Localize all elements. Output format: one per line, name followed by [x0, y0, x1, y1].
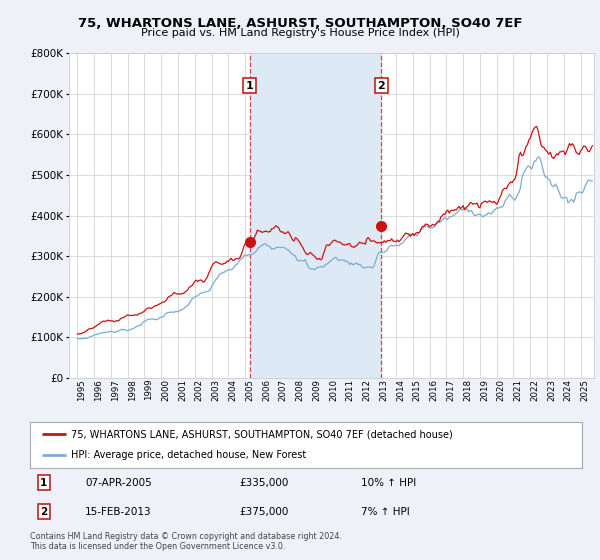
- Text: 1: 1: [40, 478, 47, 488]
- Text: 2022: 2022: [530, 379, 539, 401]
- Text: 2003: 2003: [212, 379, 221, 401]
- Text: £375,000: £375,000: [240, 507, 289, 517]
- Bar: [250, 53, 382, 378]
- Text: 1998: 1998: [128, 379, 137, 400]
- Text: 2008: 2008: [295, 379, 304, 401]
- Text: Price paid vs. HM Land Registry's House Price Index (HPI): Price paid vs. HM Land Registry's House …: [140, 28, 460, 38]
- Text: 2007: 2007: [278, 379, 287, 401]
- Text: 1995: 1995: [77, 379, 86, 400]
- Text: HPI: Average price, detached house, New Forest: HPI: Average price, detached house, New …: [71, 450, 307, 460]
- Text: 2011: 2011: [346, 379, 355, 401]
- Text: 2017: 2017: [446, 379, 455, 401]
- Text: 2025: 2025: [581, 379, 590, 401]
- Text: 2002: 2002: [195, 379, 204, 401]
- Text: 2015: 2015: [413, 379, 422, 401]
- Text: 10% ↑ HPI: 10% ↑ HPI: [361, 478, 416, 488]
- Text: 1: 1: [246, 81, 254, 91]
- Text: 2: 2: [377, 81, 385, 91]
- Text: 2018: 2018: [463, 379, 472, 401]
- Text: 2024: 2024: [564, 379, 573, 401]
- Text: 2012: 2012: [362, 379, 371, 401]
- Text: 2019: 2019: [480, 379, 489, 401]
- Text: Contains HM Land Registry data © Crown copyright and database right 2024.
This d: Contains HM Land Registry data © Crown c…: [30, 532, 342, 552]
- Text: 2004: 2004: [229, 379, 238, 401]
- Text: £335,000: £335,000: [240, 478, 289, 488]
- Text: 1996: 1996: [94, 379, 103, 400]
- Text: 7% ↑ HPI: 7% ↑ HPI: [361, 507, 410, 517]
- Text: 2013: 2013: [379, 379, 388, 401]
- Text: 2020: 2020: [497, 379, 506, 401]
- Text: 2010: 2010: [329, 379, 338, 401]
- Text: 2006: 2006: [262, 379, 271, 401]
- Text: 1999: 1999: [145, 379, 154, 400]
- Text: 2001: 2001: [178, 379, 187, 401]
- Text: 2021: 2021: [514, 379, 523, 401]
- Text: 07-APR-2005: 07-APR-2005: [85, 478, 152, 488]
- Text: 75, WHARTONS LANE, ASHURST, SOUTHAMPTON, SO40 7EF: 75, WHARTONS LANE, ASHURST, SOUTHAMPTON,…: [78, 17, 522, 30]
- Text: 2005: 2005: [245, 379, 254, 401]
- Text: 15-FEB-2013: 15-FEB-2013: [85, 507, 152, 517]
- Text: 2014: 2014: [396, 379, 405, 401]
- Text: 1997: 1997: [111, 379, 120, 400]
- Text: 2009: 2009: [312, 379, 321, 401]
- Text: 2: 2: [40, 507, 47, 517]
- Text: 2000: 2000: [161, 379, 170, 401]
- Text: 75, WHARTONS LANE, ASHURST, SOUTHAMPTON, SO40 7EF (detached house): 75, WHARTONS LANE, ASHURST, SOUTHAMPTON,…: [71, 429, 453, 439]
- Text: 2016: 2016: [430, 379, 439, 401]
- Text: 2023: 2023: [547, 379, 556, 401]
